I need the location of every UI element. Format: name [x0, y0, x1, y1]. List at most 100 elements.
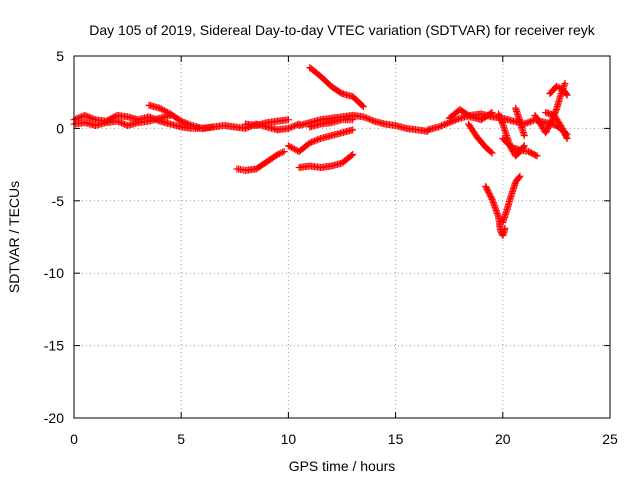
y-tick-label: -15: [44, 338, 64, 354]
data-point: [453, 116, 461, 124]
data-point: [162, 107, 170, 115]
data-point: [363, 114, 371, 122]
data-point: [280, 148, 288, 156]
data-point: [562, 133, 570, 141]
data-point: [358, 102, 366, 110]
data-point: [439, 121, 447, 129]
data-point: [434, 123, 442, 131]
data-point: [90, 115, 98, 123]
data-point: [349, 150, 357, 158]
data-point: [291, 145, 299, 153]
y-tick-label: -20: [44, 410, 64, 426]
x-tick-label: 5: [177, 431, 185, 447]
data-point: [364, 115, 372, 123]
data-point: [523, 119, 531, 127]
data-point: [272, 151, 280, 159]
series-track-g: [284, 126, 357, 156]
data-point: [186, 121, 194, 129]
data-point: [487, 194, 495, 202]
y-tick-label: -5: [52, 193, 65, 209]
data-point: [287, 143, 295, 151]
data-point: [121, 120, 129, 128]
data-point: [552, 82, 560, 90]
data-point: [286, 124, 294, 132]
data-point: [533, 152, 541, 160]
series-track-l: [424, 110, 571, 138]
data-point: [487, 148, 495, 156]
series-track-m: [445, 106, 496, 124]
data-point: [76, 113, 84, 121]
data-point: [515, 173, 523, 181]
data-point: [157, 105, 165, 113]
series-track-f: [233, 148, 288, 174]
data-point: [498, 119, 506, 127]
series-track-i: [306, 64, 367, 111]
data-point: [444, 119, 452, 127]
data-point: [526, 118, 534, 126]
data-point: [442, 120, 450, 128]
x-tick-label: 0: [70, 431, 78, 447]
data-point: [366, 115, 374, 123]
data-point: [369, 117, 377, 125]
data-point: [284, 124, 292, 132]
data-point: [289, 144, 297, 152]
series-track-j: [295, 111, 432, 135]
data-point: [552, 107, 560, 115]
data-point: [185, 120, 193, 128]
data-point: [315, 135, 323, 143]
series-track-u: [546, 82, 571, 99]
series-track-o: [482, 182, 509, 240]
data-point: [487, 109, 495, 117]
data-point: [454, 115, 462, 123]
data-point: [180, 118, 188, 126]
data-point: [563, 91, 571, 99]
data-point: [117, 119, 125, 127]
data-point: [563, 135, 571, 143]
data-point: [87, 114, 95, 122]
data-point: [159, 106, 167, 114]
data-point: [312, 136, 320, 144]
data-point: [528, 117, 536, 125]
data-point: [119, 120, 127, 128]
series-track-e: [242, 116, 292, 130]
x-tick-label: 15: [388, 431, 404, 447]
data-point: [554, 83, 562, 91]
data-point: [114, 118, 122, 126]
tick-labels-layer: 0 5 10 15 20 25 -20 -15 -10 -5 0 5: [44, 48, 618, 447]
data-point: [313, 136, 321, 144]
data-point: [116, 118, 124, 126]
data-point: [81, 111, 89, 119]
data-point: [520, 132, 528, 140]
data-point: [275, 150, 283, 158]
y-tick-label: -10: [44, 265, 64, 281]
data-point: [286, 143, 294, 151]
data-point: [520, 142, 528, 150]
data-point: [88, 114, 96, 122]
data-point: [179, 118, 187, 126]
data-point: [359, 113, 367, 121]
x-tick-label: 25: [602, 431, 618, 447]
y-axis-label: SDTVAR / TECUs: [6, 181, 22, 293]
data-point: [488, 108, 496, 116]
data-point: [182, 119, 190, 127]
data-point: [307, 138, 315, 146]
data-point: [113, 117, 121, 125]
data-point: [516, 172, 524, 180]
data-point: [287, 123, 295, 131]
data-point: [163, 108, 171, 116]
data-point: [359, 103, 367, 111]
data-point: [78, 113, 86, 121]
data-point: [522, 119, 530, 127]
data-point: [84, 113, 92, 121]
data-point: [367, 116, 375, 124]
data-point: [289, 123, 297, 131]
data-point: [347, 152, 355, 160]
data-point: [556, 84, 564, 92]
data-point: [532, 151, 540, 159]
data-point: [309, 138, 317, 146]
x-tick-label: 10: [281, 431, 297, 447]
data-point: [451, 116, 459, 124]
y-tick-label: 0: [56, 120, 64, 136]
series-track-k: [306, 116, 357, 131]
